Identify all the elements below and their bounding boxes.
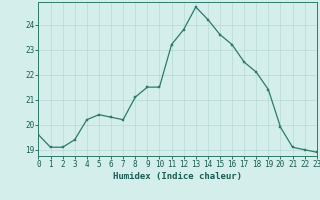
X-axis label: Humidex (Indice chaleur): Humidex (Indice chaleur) [113,172,242,181]
